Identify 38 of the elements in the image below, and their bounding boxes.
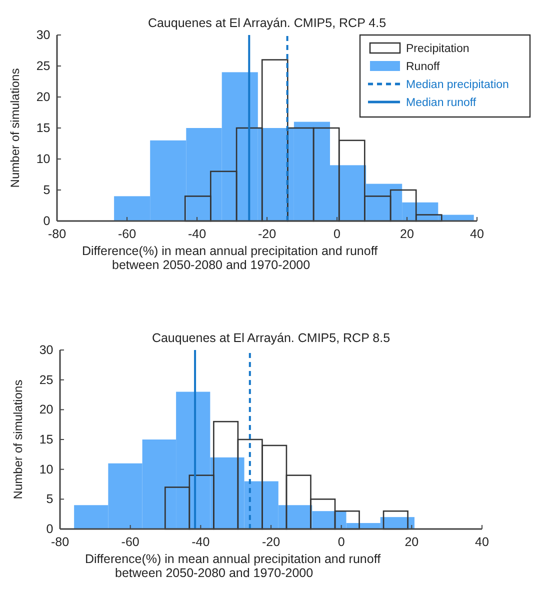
y-tick-label: 25	[36, 59, 50, 73]
y-tick-label: 0	[43, 214, 50, 228]
y-tick-label: 25	[39, 372, 54, 387]
x-tick-label: -80	[50, 534, 70, 549]
x-tick-label: 0	[338, 534, 345, 549]
y-axis-title: Number of simulations	[11, 380, 25, 500]
x-tick-label: -60	[121, 534, 140, 549]
x-axis-title: Difference(%) in mean annual precipitation and runoff between 2050-2080 and 1970-2000	[85, 552, 382, 580]
y-axis-title: Number of simulations	[8, 68, 22, 188]
y-tick-label: 10	[39, 462, 54, 476]
ref-line-label: Median precipitation	[406, 79, 509, 91]
x-tick-label: -80	[48, 226, 66, 241]
chart-title: Cauquenes at El Arrayán. CMIP5, RCP 8.5	[152, 331, 390, 345]
x-tick-label: -40	[188, 226, 206, 241]
x-axis-title: Difference(%) in mean annual precipitation and runoff between 2050-2080 and 1970-2000	[82, 244, 378, 272]
y-tick-label: 30	[36, 28, 50, 42]
x-tick-label: -60	[118, 226, 136, 241]
y-tick-label: 10	[36, 152, 50, 166]
y-tick-label: 15	[36, 121, 50, 135]
legend-label: Precipitation	[406, 43, 470, 55]
x-tick-label: 0	[334, 226, 341, 241]
y-tick-label: 30	[39, 343, 54, 357]
x-tick-label: 20	[404, 534, 419, 549]
y-tick-label: 5	[43, 183, 50, 197]
x-tick-label: 40	[475, 534, 489, 549]
ref-line-label: Median runoff	[406, 97, 477, 109]
y-tick-label: 20	[39, 402, 54, 417]
y-tick-label: 20	[36, 90, 50, 104]
legend-label: Runoff	[406, 61, 440, 73]
chart-title: Cauquenes at El Arrayán. CMIP5, RCP 4.5	[148, 16, 386, 30]
x-tick-label: -40	[192, 534, 210, 549]
x-tick-label: 40	[470, 226, 484, 241]
x-tick-label: 20	[400, 226, 414, 241]
x-tick-label: -20	[262, 534, 280, 549]
y-tick-label: 15	[39, 432, 54, 446]
x-tick-label: -20	[258, 226, 276, 241]
y-tick-label: 0	[46, 522, 54, 536]
y-tick-label: 5	[46, 492, 54, 506]
